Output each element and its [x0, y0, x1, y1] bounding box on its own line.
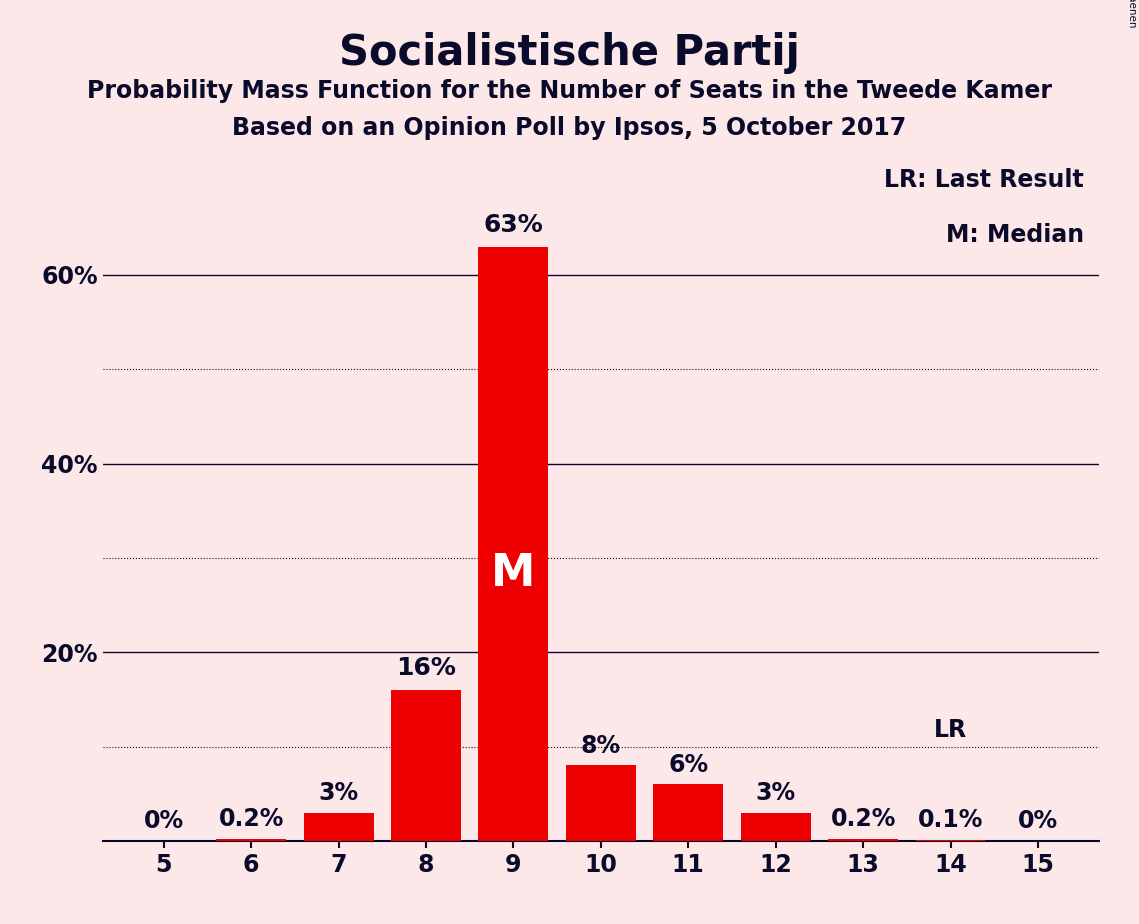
Text: M: Median: M: Median	[947, 223, 1084, 247]
Bar	[391, 690, 461, 841]
Text: 6%: 6%	[669, 753, 708, 777]
Text: Socialistische Partij: Socialistische Partij	[339, 32, 800, 74]
Text: 0%: 0%	[144, 809, 183, 833]
Text: 0.2%: 0.2%	[830, 808, 895, 832]
Bar	[740, 812, 811, 841]
Bar	[916, 840, 985, 841]
Text: 0.2%: 0.2%	[219, 808, 284, 832]
Text: LR: Last Result: LR: Last Result	[885, 168, 1084, 192]
Text: © 2020 Filip van Laenen: © 2020 Filip van Laenen	[1126, 0, 1137, 28]
Text: Probability Mass Function for the Number of Seats in the Tweede Kamer: Probability Mass Function for the Number…	[87, 79, 1052, 103]
Bar	[828, 839, 898, 841]
Text: 63%: 63%	[484, 213, 543, 237]
Bar	[654, 784, 723, 841]
Bar	[478, 247, 548, 841]
Text: LR: LR	[934, 718, 967, 742]
Text: Based on an Opinion Poll by Ipsos, 5 October 2017: Based on an Opinion Poll by Ipsos, 5 Oct…	[232, 116, 907, 140]
Text: 0%: 0%	[1018, 809, 1058, 833]
Bar	[304, 812, 374, 841]
Text: 16%: 16%	[396, 656, 456, 680]
Bar	[566, 765, 636, 841]
Bar	[216, 839, 286, 841]
Text: 0.1%: 0.1%	[918, 808, 983, 833]
Text: 8%: 8%	[581, 734, 621, 758]
Text: 3%: 3%	[319, 781, 359, 805]
Text: M: M	[491, 552, 535, 595]
Text: 3%: 3%	[755, 781, 796, 805]
